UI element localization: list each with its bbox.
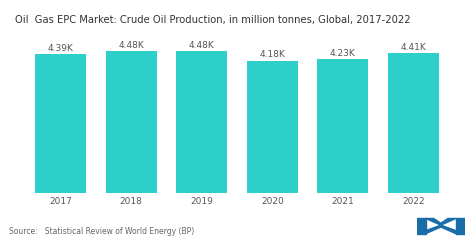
Bar [318, 59, 368, 193]
Polygon shape [426, 218, 456, 225]
Bar [35, 54, 86, 193]
Bar [388, 53, 439, 193]
Bar [106, 51, 156, 193]
Text: 4.41K: 4.41K [401, 43, 426, 52]
Text: Oil  Gas EPC Market: Crude Oil Production, in million tonnes, Global, 2017-2022: Oil Gas EPC Market: Crude Oil Production… [15, 15, 410, 25]
Polygon shape [417, 225, 465, 234]
Text: 4.48K: 4.48K [189, 41, 215, 50]
Text: 4.39K: 4.39K [48, 44, 73, 53]
Polygon shape [456, 218, 465, 234]
Text: 4.48K: 4.48K [118, 41, 144, 50]
Text: Source:   Statistical Review of World Energy (BP): Source: Statistical Review of World Ener… [9, 227, 195, 236]
Text: 4.18K: 4.18K [259, 50, 285, 59]
Polygon shape [417, 218, 426, 234]
Bar [176, 51, 227, 193]
Text: 4.23K: 4.23K [330, 49, 356, 58]
Bar [247, 60, 298, 193]
